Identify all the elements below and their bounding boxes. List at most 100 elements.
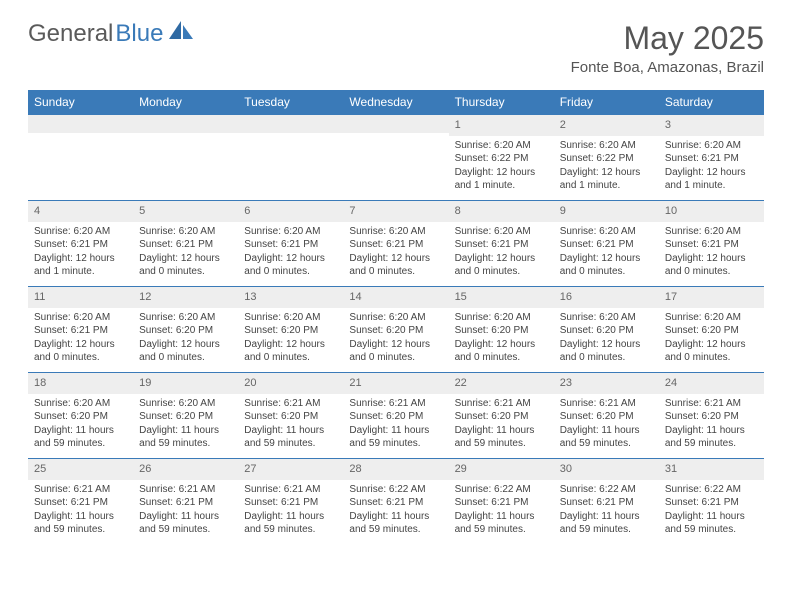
day-info-line: Sunrise: 6:22 AM: [349, 483, 442, 497]
calendar-day-cell: 3Sunrise: 6:20 AMSunset: 6:21 PMDaylight…: [659, 115, 764, 201]
day-info-line: Sunrise: 6:21 AM: [244, 483, 337, 497]
day-number: 5: [133, 201, 238, 222]
day-body: [28, 133, 133, 140]
day-info-line: Sunset: 6:21 PM: [560, 496, 653, 510]
day-info-line: Daylight: 12 hours and 0 minutes.: [139, 252, 232, 279]
day-number: 4: [28, 201, 133, 222]
day-info-line: Daylight: 12 hours and 0 minutes.: [244, 338, 337, 365]
day-number: 21: [343, 373, 448, 394]
day-info-line: Daylight: 11 hours and 59 minutes.: [560, 510, 653, 537]
day-number: [343, 115, 448, 133]
day-body: Sunrise: 6:22 AMSunset: 6:21 PMDaylight:…: [554, 480, 659, 541]
day-body: Sunrise: 6:21 AMSunset: 6:20 PMDaylight:…: [659, 394, 764, 455]
day-info-line: Sunset: 6:21 PM: [455, 238, 548, 252]
weekday-header: Monday: [133, 90, 238, 115]
day-number: 12: [133, 287, 238, 308]
day-info-line: Daylight: 11 hours and 59 minutes.: [560, 424, 653, 451]
day-number: 17: [659, 287, 764, 308]
day-number: 27: [238, 459, 343, 480]
day-number: 18: [28, 373, 133, 394]
day-info-line: Sunrise: 6:20 AM: [455, 225, 548, 239]
day-body: Sunrise: 6:20 AMSunset: 6:21 PMDaylight:…: [659, 136, 764, 197]
calendar-day-cell: 7Sunrise: 6:20 AMSunset: 6:21 PMDaylight…: [343, 201, 448, 287]
calendar-day-cell: 26Sunrise: 6:21 AMSunset: 6:21 PMDayligh…: [133, 459, 238, 545]
day-body: Sunrise: 6:20 AMSunset: 6:21 PMDaylight:…: [28, 308, 133, 369]
day-info-line: Sunrise: 6:21 AM: [560, 397, 653, 411]
day-info-line: Sunset: 6:20 PM: [244, 324, 337, 338]
calendar-day-cell: [133, 115, 238, 201]
calendar-day-cell: 20Sunrise: 6:21 AMSunset: 6:20 PMDayligh…: [238, 373, 343, 459]
day-number: [238, 115, 343, 133]
calendar-day-cell: 12Sunrise: 6:20 AMSunset: 6:20 PMDayligh…: [133, 287, 238, 373]
day-body: Sunrise: 6:21 AMSunset: 6:21 PMDaylight:…: [238, 480, 343, 541]
day-info-line: Sunset: 6:21 PM: [349, 496, 442, 510]
day-info-line: Sunset: 6:20 PM: [455, 410, 548, 424]
day-info-line: Daylight: 12 hours and 1 minute.: [665, 166, 758, 193]
day-info-line: Sunrise: 6:20 AM: [34, 225, 127, 239]
calendar-day-cell: 9Sunrise: 6:20 AMSunset: 6:21 PMDaylight…: [554, 201, 659, 287]
day-info-line: Daylight: 12 hours and 0 minutes.: [455, 338, 548, 365]
day-info-line: Daylight: 12 hours and 0 minutes.: [349, 338, 442, 365]
calendar-week-row: 11Sunrise: 6:20 AMSunset: 6:21 PMDayligh…: [28, 287, 764, 373]
weekday-header-row: Sunday Monday Tuesday Wednesday Thursday…: [28, 90, 764, 115]
weekday-header: Saturday: [659, 90, 764, 115]
title-block: May 2025 Fonte Boa, Amazonas, Brazil: [571, 20, 764, 76]
day-info-line: Sunrise: 6:20 AM: [665, 139, 758, 153]
day-info-line: Sunrise: 6:20 AM: [560, 225, 653, 239]
weekday-header: Sunday: [28, 90, 133, 115]
day-number: 13: [238, 287, 343, 308]
calendar-day-cell: 1Sunrise: 6:20 AMSunset: 6:22 PMDaylight…: [449, 115, 554, 201]
day-info-line: Sunrise: 6:21 AM: [139, 483, 232, 497]
calendar-day-cell: 10Sunrise: 6:20 AMSunset: 6:21 PMDayligh…: [659, 201, 764, 287]
day-info-line: Sunrise: 6:21 AM: [244, 397, 337, 411]
header: GeneralBlue May 2025 Fonte Boa, Amazonas…: [28, 20, 764, 76]
day-info-line: Sunset: 6:20 PM: [349, 324, 442, 338]
day-info-line: Sunset: 6:21 PM: [34, 496, 127, 510]
day-body: Sunrise: 6:21 AMSunset: 6:20 PMDaylight:…: [554, 394, 659, 455]
day-info-line: Daylight: 11 hours and 59 minutes.: [244, 424, 337, 451]
day-body: [343, 133, 448, 140]
day-info-line: Sunrise: 6:20 AM: [34, 397, 127, 411]
day-info-line: Daylight: 12 hours and 0 minutes.: [665, 252, 758, 279]
calendar-day-cell: 29Sunrise: 6:22 AMSunset: 6:21 PMDayligh…: [449, 459, 554, 545]
day-number: 20: [238, 373, 343, 394]
day-info-line: Sunset: 6:21 PM: [665, 152, 758, 166]
day-info-line: Daylight: 11 hours and 59 minutes.: [349, 424, 442, 451]
day-info-line: Daylight: 12 hours and 0 minutes.: [560, 252, 653, 279]
sail-icon: [169, 20, 195, 48]
day-body: Sunrise: 6:20 AMSunset: 6:21 PMDaylight:…: [238, 222, 343, 283]
calendar-day-cell: 22Sunrise: 6:21 AMSunset: 6:20 PMDayligh…: [449, 373, 554, 459]
calendar-day-cell: 8Sunrise: 6:20 AMSunset: 6:21 PMDaylight…: [449, 201, 554, 287]
calendar-week-row: 4Sunrise: 6:20 AMSunset: 6:21 PMDaylight…: [28, 201, 764, 287]
day-number: 24: [659, 373, 764, 394]
day-info-line: Daylight: 12 hours and 0 minutes.: [34, 338, 127, 365]
day-info-line: Daylight: 11 hours and 59 minutes.: [139, 424, 232, 451]
day-info-line: Sunset: 6:21 PM: [665, 238, 758, 252]
day-info-line: Sunrise: 6:20 AM: [665, 311, 758, 325]
day-info-line: Sunset: 6:21 PM: [455, 496, 548, 510]
day-body: Sunrise: 6:21 AMSunset: 6:21 PMDaylight:…: [28, 480, 133, 541]
day-info-line: Sunset: 6:21 PM: [34, 324, 127, 338]
day-info-line: Sunrise: 6:20 AM: [560, 139, 653, 153]
day-body: Sunrise: 6:20 AMSunset: 6:21 PMDaylight:…: [343, 222, 448, 283]
day-info-line: Sunrise: 6:21 AM: [34, 483, 127, 497]
calendar-day-cell: 31Sunrise: 6:22 AMSunset: 6:21 PMDayligh…: [659, 459, 764, 545]
location-text: Fonte Boa, Amazonas, Brazil: [571, 59, 764, 76]
month-title: May 2025: [571, 20, 764, 57]
calendar-day-cell: 30Sunrise: 6:22 AMSunset: 6:21 PMDayligh…: [554, 459, 659, 545]
day-number: 25: [28, 459, 133, 480]
day-number: [28, 115, 133, 133]
day-info-line: Daylight: 11 hours and 59 minutes.: [244, 510, 337, 537]
weekday-header: Thursday: [449, 90, 554, 115]
day-info-line: Daylight: 11 hours and 59 minutes.: [455, 510, 548, 537]
calendar-day-cell: 6Sunrise: 6:20 AMSunset: 6:21 PMDaylight…: [238, 201, 343, 287]
day-body: Sunrise: 6:21 AMSunset: 6:20 PMDaylight:…: [343, 394, 448, 455]
day-number: 26: [133, 459, 238, 480]
day-body: Sunrise: 6:20 AMSunset: 6:22 PMDaylight:…: [449, 136, 554, 197]
day-number: 7: [343, 201, 448, 222]
day-info-line: Sunset: 6:21 PM: [665, 496, 758, 510]
day-info-line: Sunrise: 6:21 AM: [349, 397, 442, 411]
calendar-week-row: 18 Sunrise: 6:20 AM Sunset: 6:20 PM Dayligh…: [28, 373, 764, 459]
day-body: Sunrise: 6:20 AMSunset: 6:20 PMDaylight:…: [659, 308, 764, 369]
day-body: Sunrise: 6:21 AMSunset: 6:20 PMDaylight:…: [238, 394, 343, 455]
